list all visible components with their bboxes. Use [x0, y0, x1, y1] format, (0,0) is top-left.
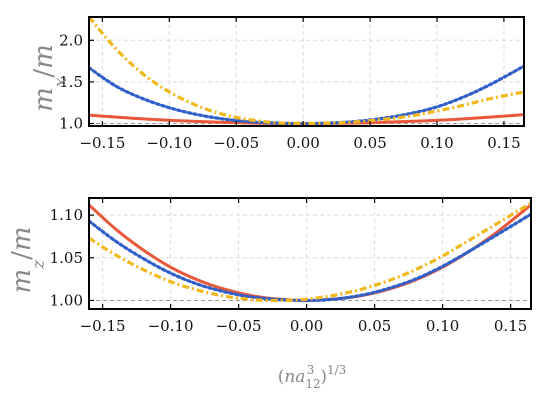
x-tick-label-top-4: 0.05	[353, 134, 386, 152]
x-tick-label-top-2: −0.05	[213, 134, 259, 152]
plot-frame-top	[88, 16, 525, 127]
tick-labels-bottom: −0.15 −0.10 −0.05 0.00 0.05 0.10 0.15 1.00 1.05 1…	[50, 206, 528, 335]
y-axis-title-bottom: mz/m	[7, 226, 49, 293]
series-line-top-2	[89, 17, 524, 126]
x-tick-label-bottom-2: −0.05	[216, 317, 262, 335]
x-tick-label-bottom-5: 0.10	[426, 317, 459, 335]
x-tick-label-top-1: −0.10	[146, 134, 192, 152]
x-tick-label-bottom-4: 0.05	[358, 317, 391, 335]
y-tick-label-top-1: 1.5	[59, 73, 83, 91]
grid-top	[89, 17, 524, 126]
y-axis-title-top: mx/m	[29, 44, 71, 112]
ticks-top	[89, 17, 505, 126]
y-tick-label-bottom-1: 1.05	[50, 249, 83, 267]
series-line-bottom-2	[89, 201, 531, 303]
series-group-top	[89, 17, 524, 126]
series-group-bottom	[89, 201, 531, 303]
x-tick-label-bottom-1: −0.10	[148, 317, 194, 335]
y-tick-label-bottom-0: 1.00	[50, 291, 83, 309]
x-tick-label-top-6: 0.15	[487, 134, 520, 152]
panel-mx: −0.15 −0.10 −0.05 0.00 0.05 0.10 0.15 1.0 1.5 2.0…	[29, 16, 525, 152]
x-tick-label-bottom-6: 0.15	[494, 317, 527, 335]
series-line-top-1	[89, 64, 524, 126]
y-tick-label-top-2: 2.0	[59, 31, 83, 49]
x-axis-title: (na123)1/3	[278, 363, 347, 391]
x-tick-label-top-0: −0.15	[79, 134, 125, 152]
panel-mz: −0.15 −0.10 −0.05 0.00 0.05 0.10 0.15 1.00 1.05 1…	[7, 197, 532, 335]
y-tick-label-bottom-2: 1.10	[50, 206, 83, 224]
x-tick-label-bottom-3: 0.00	[290, 317, 323, 335]
x-tick-label-top-3: 0.00	[286, 134, 319, 152]
plot-frame-bottom	[88, 197, 532, 310]
y-tick-label-top-0: 1.0	[59, 115, 83, 133]
tick-labels-top: −0.15 −0.10 −0.05 0.00 0.05 0.10 0.15 1.0 1.5 2.0	[59, 31, 520, 152]
x-tick-label-bottom-0: −0.15	[80, 317, 126, 335]
x-tick-label-top-5: 0.10	[420, 134, 453, 152]
